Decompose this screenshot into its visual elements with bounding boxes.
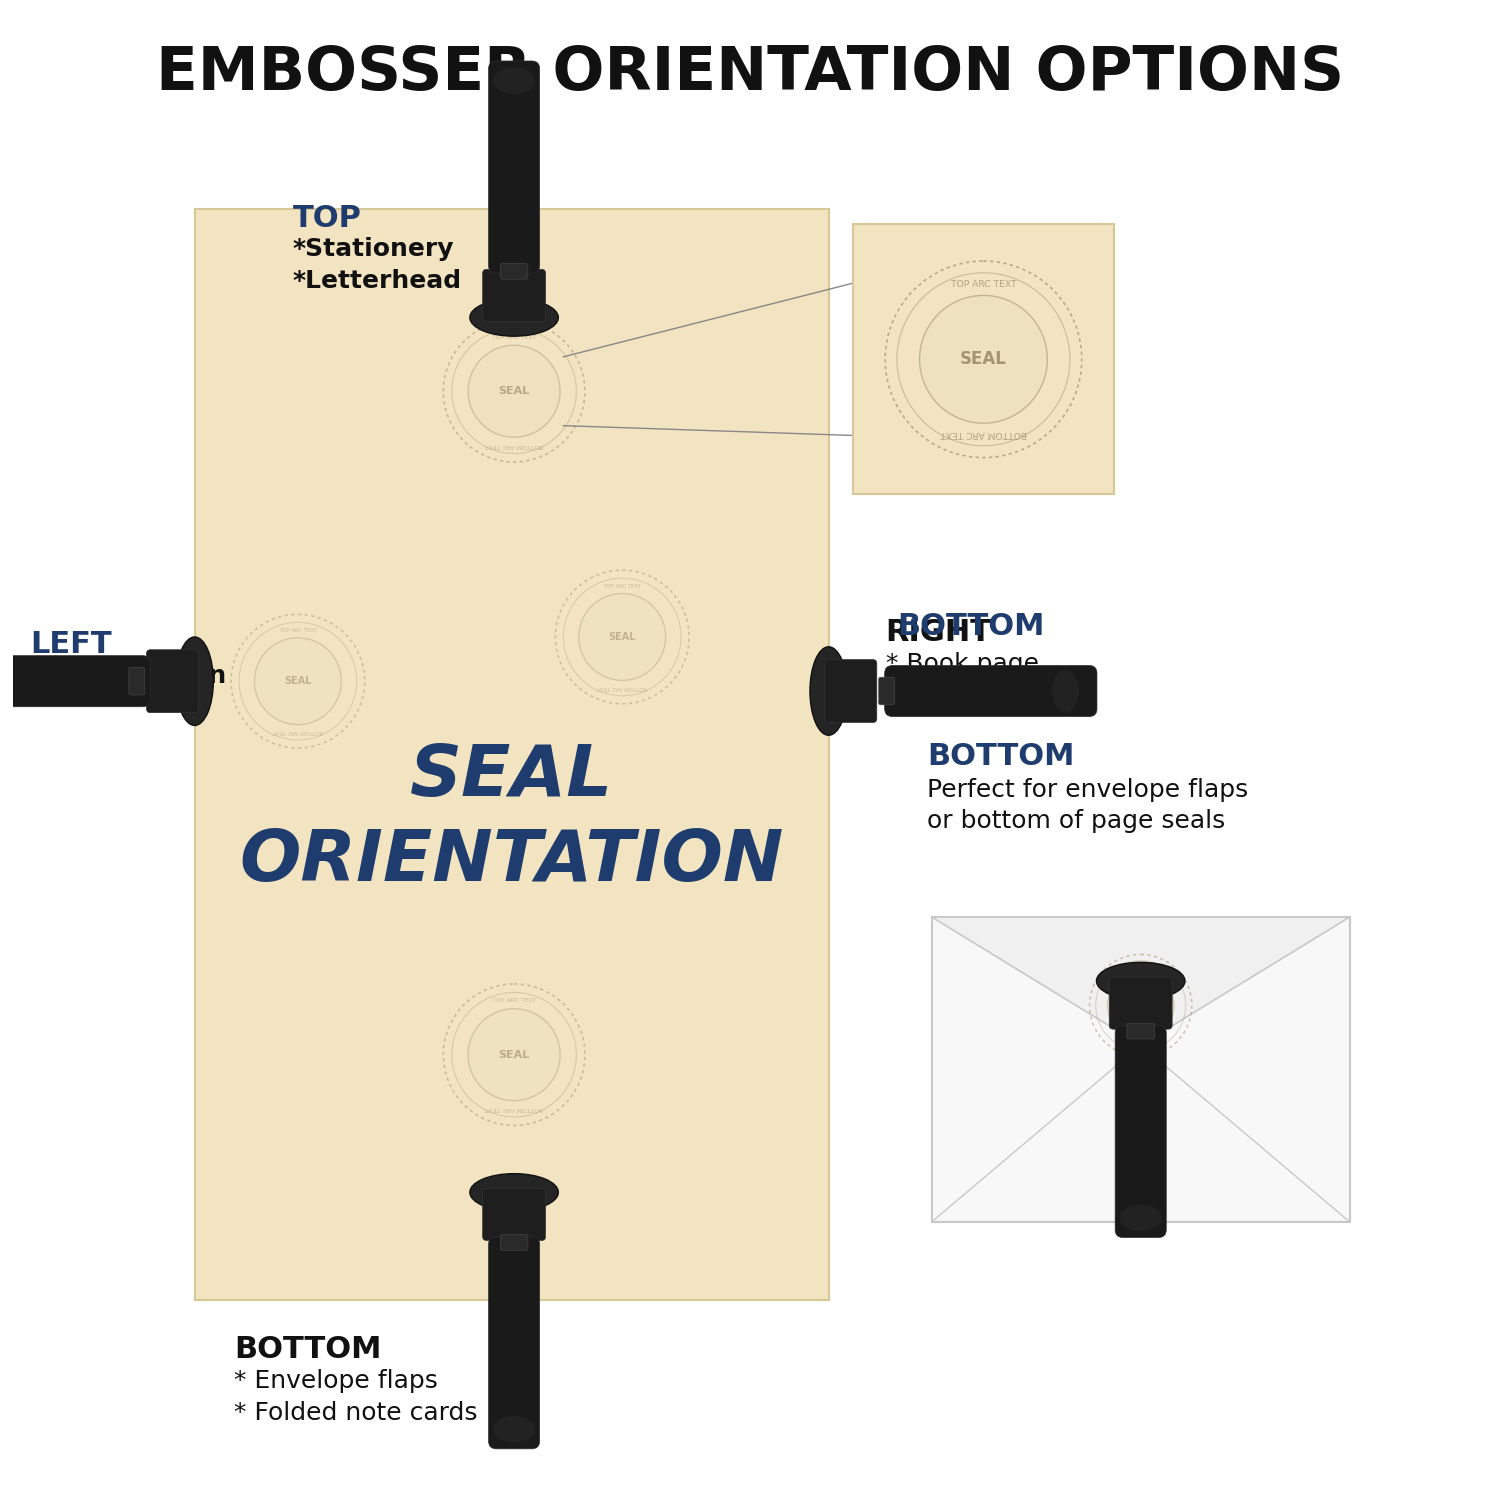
FancyBboxPatch shape	[1126, 1023, 1155, 1040]
Text: RIGHT: RIGHT	[885, 618, 992, 648]
Text: *Stationery
*Letterhead: *Stationery *Letterhead	[292, 237, 462, 292]
Text: TOP ARC TEXT: TOP ARC TEXT	[279, 628, 316, 633]
FancyBboxPatch shape	[129, 668, 144, 694]
Ellipse shape	[176, 638, 213, 726]
Text: BOTTOM ARC TEXT: BOTTOM ARC TEXT	[940, 429, 1028, 438]
Circle shape	[920, 296, 1047, 423]
Text: TOP ARC TEXT: TOP ARC TEXT	[1125, 964, 1156, 969]
Text: BOTTOM ARC TEXT: BOTTOM ARC TEXT	[484, 442, 543, 447]
Ellipse shape	[1119, 1204, 1162, 1231]
Text: *Not Common: *Not Common	[30, 663, 226, 687]
FancyBboxPatch shape	[147, 650, 198, 712]
FancyBboxPatch shape	[501, 1234, 528, 1251]
Text: TOP ARC TEXT: TOP ARC TEXT	[603, 584, 642, 588]
Ellipse shape	[1096, 963, 1185, 999]
Polygon shape	[853, 224, 1113, 495]
Text: SEAL: SEAL	[609, 632, 636, 642]
Text: TOP: TOP	[292, 204, 362, 234]
Text: EMBOSSER ORIENTATION OPTIONS: EMBOSSER ORIENTATION OPTIONS	[156, 45, 1344, 104]
Circle shape	[468, 345, 560, 436]
Text: * Book page: * Book page	[885, 651, 1038, 675]
Polygon shape	[195, 210, 828, 1300]
FancyBboxPatch shape	[1114, 1024, 1167, 1237]
Text: SEAL: SEAL	[284, 676, 312, 686]
Text: BOTTOM: BOTTOM	[897, 612, 1046, 642]
FancyBboxPatch shape	[489, 62, 540, 273]
Text: TOP ARC TEXT: TOP ARC TEXT	[492, 999, 537, 1004]
FancyBboxPatch shape	[885, 666, 1096, 717]
Circle shape	[1107, 972, 1174, 1040]
Text: Perfect for envelope flaps
or bottom of page seals: Perfect for envelope flaps or bottom of …	[927, 777, 1248, 832]
Text: BOTTOM ARC TEXT: BOTTOM ARC TEXT	[1119, 1042, 1162, 1047]
Text: BOTTOM ARC TEXT: BOTTOM ARC TEXT	[597, 686, 648, 690]
Text: BOTTOM: BOTTOM	[234, 1335, 381, 1364]
FancyBboxPatch shape	[483, 1188, 546, 1240]
Text: BOTTOM ARC TEXT: BOTTOM ARC TEXT	[484, 1106, 543, 1112]
Text: TOP ARC TEXT: TOP ARC TEXT	[951, 280, 1017, 290]
FancyBboxPatch shape	[1110, 976, 1172, 1029]
FancyBboxPatch shape	[825, 660, 878, 723]
Ellipse shape	[492, 1416, 536, 1443]
FancyBboxPatch shape	[483, 270, 546, 321]
Polygon shape	[932, 916, 1350, 1222]
Text: SEAL: SEAL	[498, 1050, 530, 1059]
Text: BOTTOM ARC TEXT: BOTTOM ARC TEXT	[273, 729, 322, 735]
Text: * Envelope flaps
* Folded note cards: * Envelope flaps * Folded note cards	[234, 1370, 477, 1425]
Text: BOTTOM: BOTTOM	[927, 742, 1074, 771]
Polygon shape	[932, 916, 1350, 1046]
Ellipse shape	[810, 646, 847, 735]
Text: SEAL: SEAL	[960, 351, 1006, 369]
Circle shape	[468, 1008, 560, 1101]
Ellipse shape	[470, 298, 558, 336]
Ellipse shape	[492, 68, 536, 94]
FancyBboxPatch shape	[489, 1236, 540, 1449]
Ellipse shape	[470, 1173, 558, 1210]
Text: SEAL: SEAL	[1130, 1000, 1152, 1010]
Text: TOP ARC TEXT: TOP ARC TEXT	[492, 334, 537, 340]
FancyBboxPatch shape	[0, 656, 150, 706]
Circle shape	[255, 638, 342, 724]
Ellipse shape	[1052, 669, 1080, 712]
FancyBboxPatch shape	[501, 264, 528, 279]
Circle shape	[579, 594, 666, 681]
Text: SEAL
ORIENTATION: SEAL ORIENTATION	[238, 741, 783, 896]
Text: SEAL: SEAL	[498, 386, 530, 396]
Text: LEFT: LEFT	[30, 630, 112, 658]
FancyBboxPatch shape	[879, 678, 894, 705]
